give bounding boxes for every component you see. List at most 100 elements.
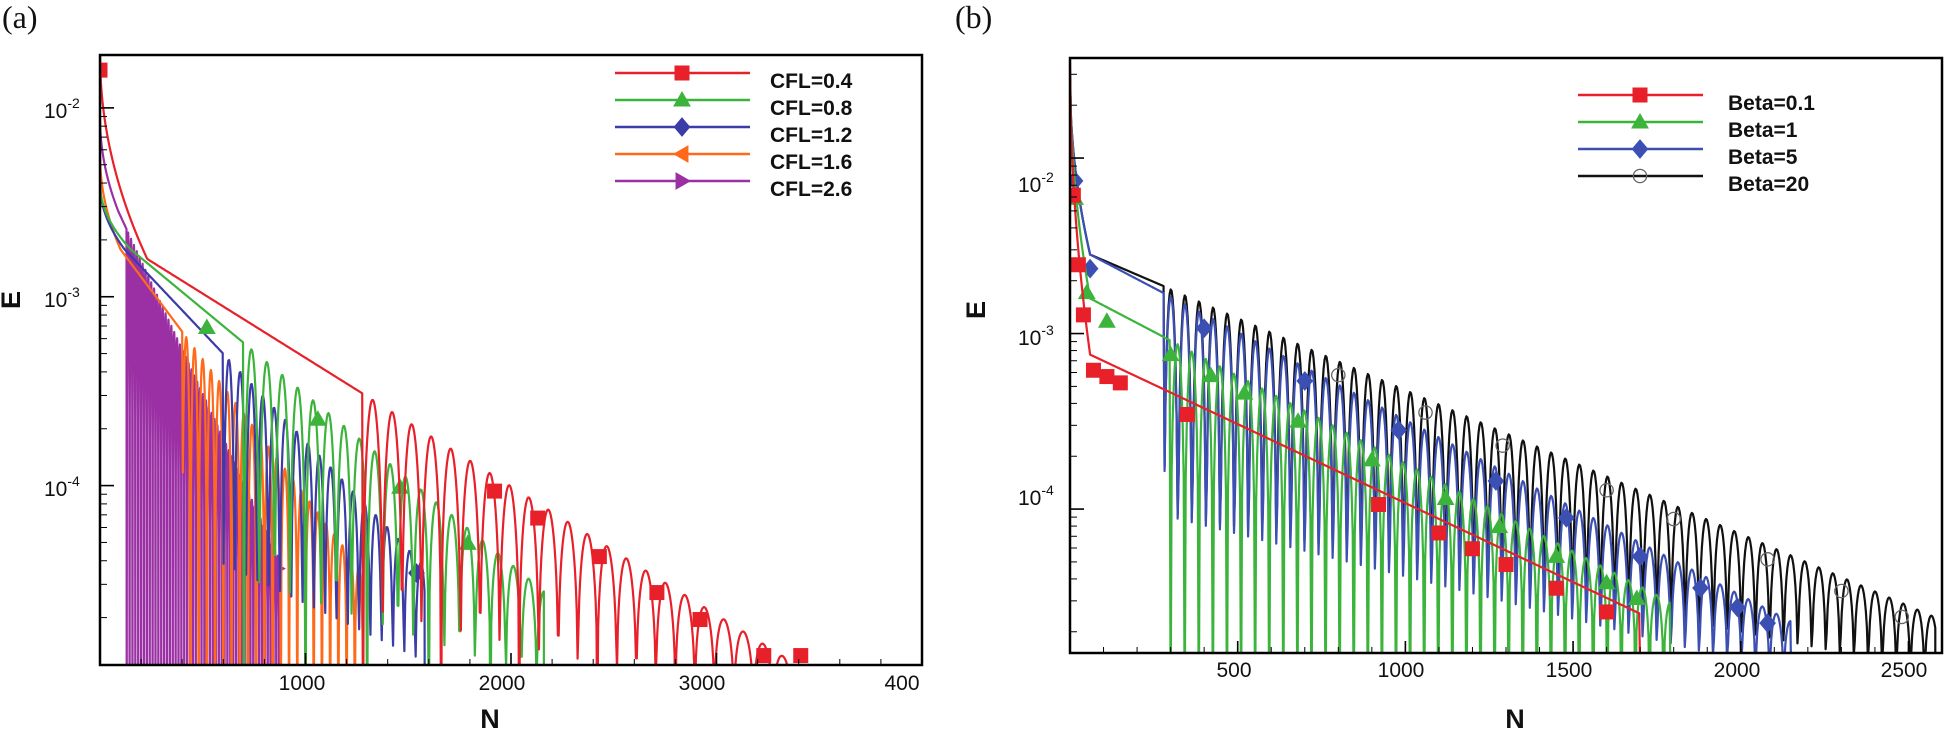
y-tick-label: 10-2 <box>1018 169 1054 197</box>
x-tick-label: 500 <box>1216 659 1251 682</box>
data-point-marker <box>1692 578 1709 598</box>
legend-marker <box>674 65 690 81</box>
panel-b: (b) N E 500 1000 1500 2000 2500 10-2 10-… <box>955 0 1944 734</box>
data-point-marker <box>1070 257 1086 273</box>
data-point-marker <box>1894 609 1910 625</box>
data-point-marker <box>1235 384 1254 400</box>
data-point-marker <box>1631 546 1649 567</box>
panel-a-ylabel: E <box>0 291 26 309</box>
panel-a-series-group <box>100 55 809 665</box>
data-point-marker <box>100 62 108 78</box>
legend-marker <box>673 90 691 107</box>
panel-b-series-group <box>1070 61 1937 653</box>
legend-marker <box>1631 139 1649 159</box>
series-Beta=0.1 <box>1070 61 1641 653</box>
data-point-marker <box>1666 511 1681 527</box>
data-point-marker <box>1085 362 1101 378</box>
x-tick-label: 1500 <box>1546 659 1593 682</box>
data-point-marker <box>1464 541 1480 557</box>
data-point-marker <box>530 510 546 526</box>
data-point-marker <box>1201 366 1220 383</box>
data-point-marker <box>692 612 708 628</box>
data-point-marker <box>1547 547 1566 563</box>
y-tick-label: 10-2 <box>44 95 80 123</box>
data-point-marker <box>1487 471 1505 491</box>
legend-label: CFL=2.6 <box>770 178 852 201</box>
data-point-marker <box>1759 613 1776 634</box>
data-point-marker <box>1097 312 1116 328</box>
data-point-marker <box>1760 552 1775 567</box>
data-point-marker <box>1627 589 1646 606</box>
data-point-marker <box>649 585 665 601</box>
data-point-marker <box>591 549 607 565</box>
data-point-marker <box>308 410 327 426</box>
legend-marker <box>1632 87 1648 103</box>
data-point-marker <box>1075 307 1091 323</box>
panel-b-y-tick-labels: 10-2 10-3 10-4 <box>1018 169 1054 510</box>
data-point-marker <box>1161 345 1180 362</box>
data-point-marker <box>1436 489 1455 505</box>
data-point-marker <box>1099 369 1115 385</box>
y-tick-label: 10-4 <box>44 473 80 501</box>
legend-label: Beta=20 <box>1728 173 1809 196</box>
y-tick-label: 10-4 <box>1018 482 1054 510</box>
data-point-marker <box>1599 482 1614 498</box>
data-point-marker <box>1289 412 1307 428</box>
data-point-marker <box>1112 375 1128 391</box>
panel-b-ylabel: E <box>961 301 991 319</box>
x-tick-label: 400 <box>884 672 919 695</box>
legend-marker <box>675 172 692 190</box>
legend-marker <box>1632 168 1648 184</box>
x-tick-label: 3000 <box>679 672 726 695</box>
data-point-marker <box>1296 371 1314 391</box>
legend-marker <box>1631 112 1649 129</box>
panel-b-x-tick-labels: 500 1000 1500 2000 2500 <box>1216 659 1927 682</box>
series-CFL=0.4 <box>100 55 809 665</box>
panel-a-x-tick-labels: 1000 2000 3000 400 <box>279 672 920 695</box>
x-tick-label: 2000 <box>479 672 526 695</box>
data-point-marker <box>1729 597 1746 618</box>
legend-label: CFL=1.2 <box>770 124 852 147</box>
panel-b-ticks <box>1070 73 1910 653</box>
data-point-marker <box>1179 406 1195 422</box>
data-point-marker <box>1418 405 1433 420</box>
data-point-marker <box>1331 367 1346 383</box>
data-point-marker <box>1070 187 1081 203</box>
data-point-marker <box>1195 318 1213 339</box>
x-tick-label: 2000 <box>1714 659 1761 682</box>
data-point-marker <box>1490 517 1509 534</box>
panel-a-label: (a) <box>2 0 38 35</box>
legend-label: CFL=0.8 <box>770 97 853 120</box>
legend-label: CFL=0.4 <box>770 70 853 93</box>
series-line <box>1070 61 1641 653</box>
panel-a-y-tick-labels: 10-2 10-3 10-4 <box>44 95 80 501</box>
data-point-marker <box>1371 497 1387 513</box>
legend-marker <box>672 145 689 163</box>
series-Beta=1 <box>1070 70 1672 653</box>
panel-a-legend: CFL=0.4 CFL=0.8 CFL=1.2 CFL=1.6 CFL=2.6 <box>615 65 853 201</box>
panel-b-xlabel: N <box>1505 704 1525 730</box>
y-tick-label: 10-3 <box>1018 322 1054 350</box>
legend-label: Beta=0.1 <box>1728 92 1815 115</box>
y-tick-label: 10-3 <box>44 284 80 312</box>
data-point-marker <box>1558 507 1575 528</box>
data-point-marker <box>487 483 503 499</box>
series-line <box>1070 70 1672 653</box>
data-point-marker <box>1390 420 1408 440</box>
data-point-marker <box>1548 580 1564 596</box>
series-line <box>1070 79 1792 653</box>
x-tick-label: 1000 <box>1378 659 1425 682</box>
panel-b-label: (b) <box>955 0 992 35</box>
data-point-marker <box>270 559 286 578</box>
panel-b-legend: Beta=0.1 Beta=1 Beta=5 Beta=20 <box>1578 87 1815 196</box>
data-point-marker <box>1431 525 1447 541</box>
legend-label: Beta=1 <box>1728 119 1798 142</box>
series-line <box>100 55 789 665</box>
data-point-marker <box>197 318 216 334</box>
data-point-marker <box>1495 438 1510 453</box>
data-point-marker <box>756 648 772 664</box>
data-point-marker <box>1834 583 1849 599</box>
data-point-marker <box>793 648 809 664</box>
